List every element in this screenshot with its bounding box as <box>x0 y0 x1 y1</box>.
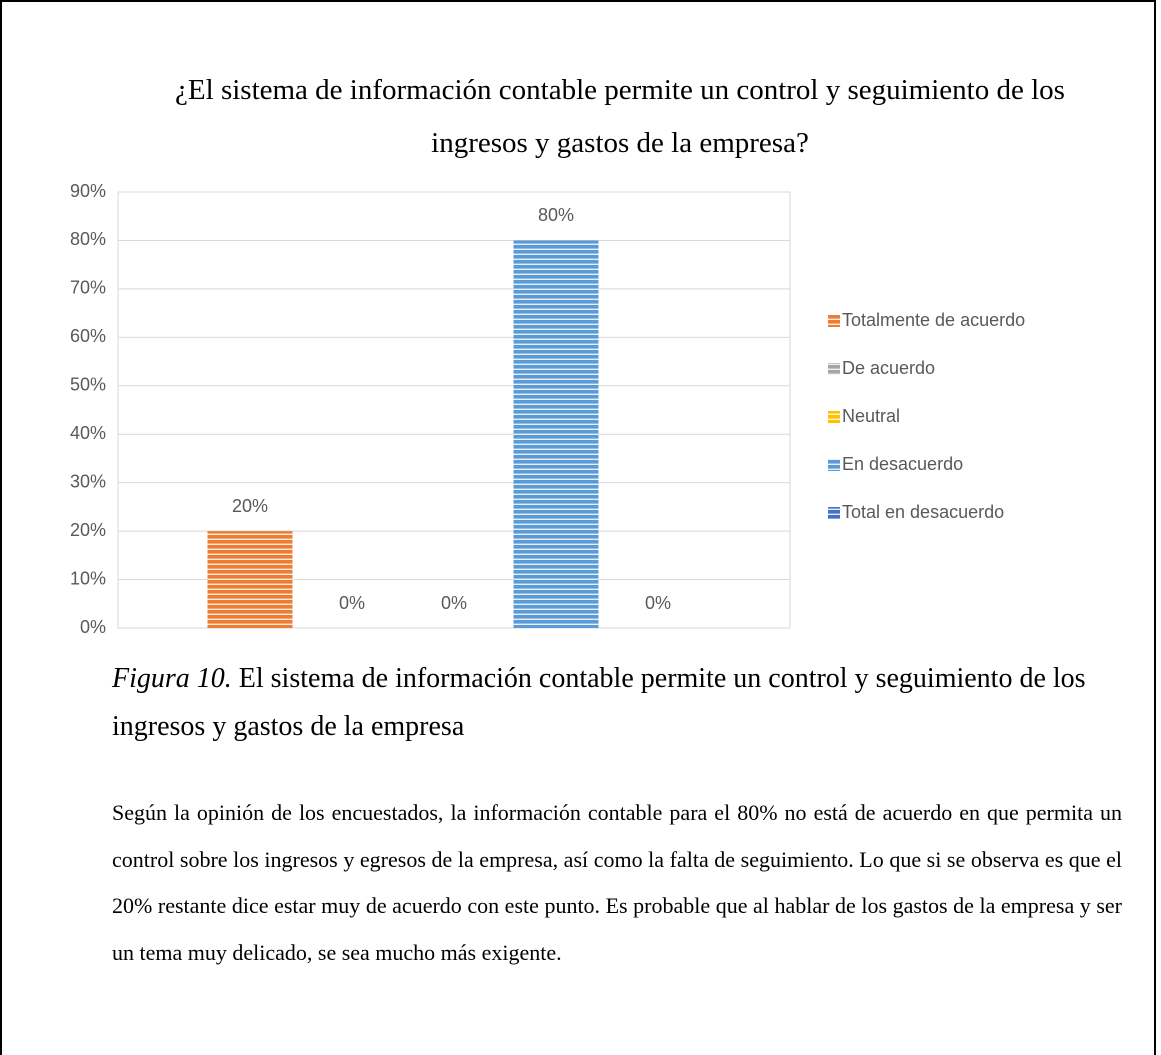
chart: 0% 10% 20% 30% 40% 50% 60% 70% 80% 90% 20% 0% 0% 80% 0… <box>70 181 1025 637</box>
y-tick-label: 60% <box>70 326 106 346</box>
y-tick-label: 0% <box>80 617 106 637</box>
y-tick-label: 70% <box>70 278 106 298</box>
data-label: 0% <box>645 593 671 613</box>
y-tick-label: 50% <box>70 375 106 395</box>
chart-title: ¿El sistema de información contable perm… <box>175 74 1065 159</box>
legend-swatch <box>828 411 840 423</box>
bar <box>513 240 599 628</box>
legend-label: Totalmente de acuerdo <box>842 310 1025 330</box>
legend-label: Total en desacuerdo <box>842 502 1004 522</box>
bar <box>207 531 293 628</box>
caption-text: El sistema de información contable permi… <box>112 663 1086 742</box>
y-tick-label: 90% <box>70 181 106 201</box>
data-label: 20% <box>232 496 268 516</box>
figure-caption: Figura 10. El sistema de información con… <box>112 655 1132 751</box>
data-label: 0% <box>441 593 467 613</box>
legend-swatch <box>828 363 840 375</box>
legend-label: En desacuerdo <box>842 454 963 474</box>
plot-border <box>117 191 791 629</box>
y-tick-label: 40% <box>70 423 106 443</box>
legend-label: De acuerdo <box>842 358 935 378</box>
legend-swatch <box>828 507 840 519</box>
caption-label: Figura 10. <box>112 663 232 694</box>
y-tick-label: 10% <box>70 568 106 588</box>
y-tick-label: 80% <box>70 229 106 249</box>
legend-swatch <box>828 315 840 327</box>
legend-swatch <box>828 459 840 471</box>
data-label: 0% <box>339 593 365 613</box>
y-tick-label: 30% <box>70 471 106 491</box>
data-label: 80% <box>538 205 574 225</box>
body-paragraph: Según la opinión de los encuestados, la … <box>112 800 1122 965</box>
legend-label: Neutral <box>842 406 900 426</box>
y-tick-label: 20% <box>70 520 106 540</box>
